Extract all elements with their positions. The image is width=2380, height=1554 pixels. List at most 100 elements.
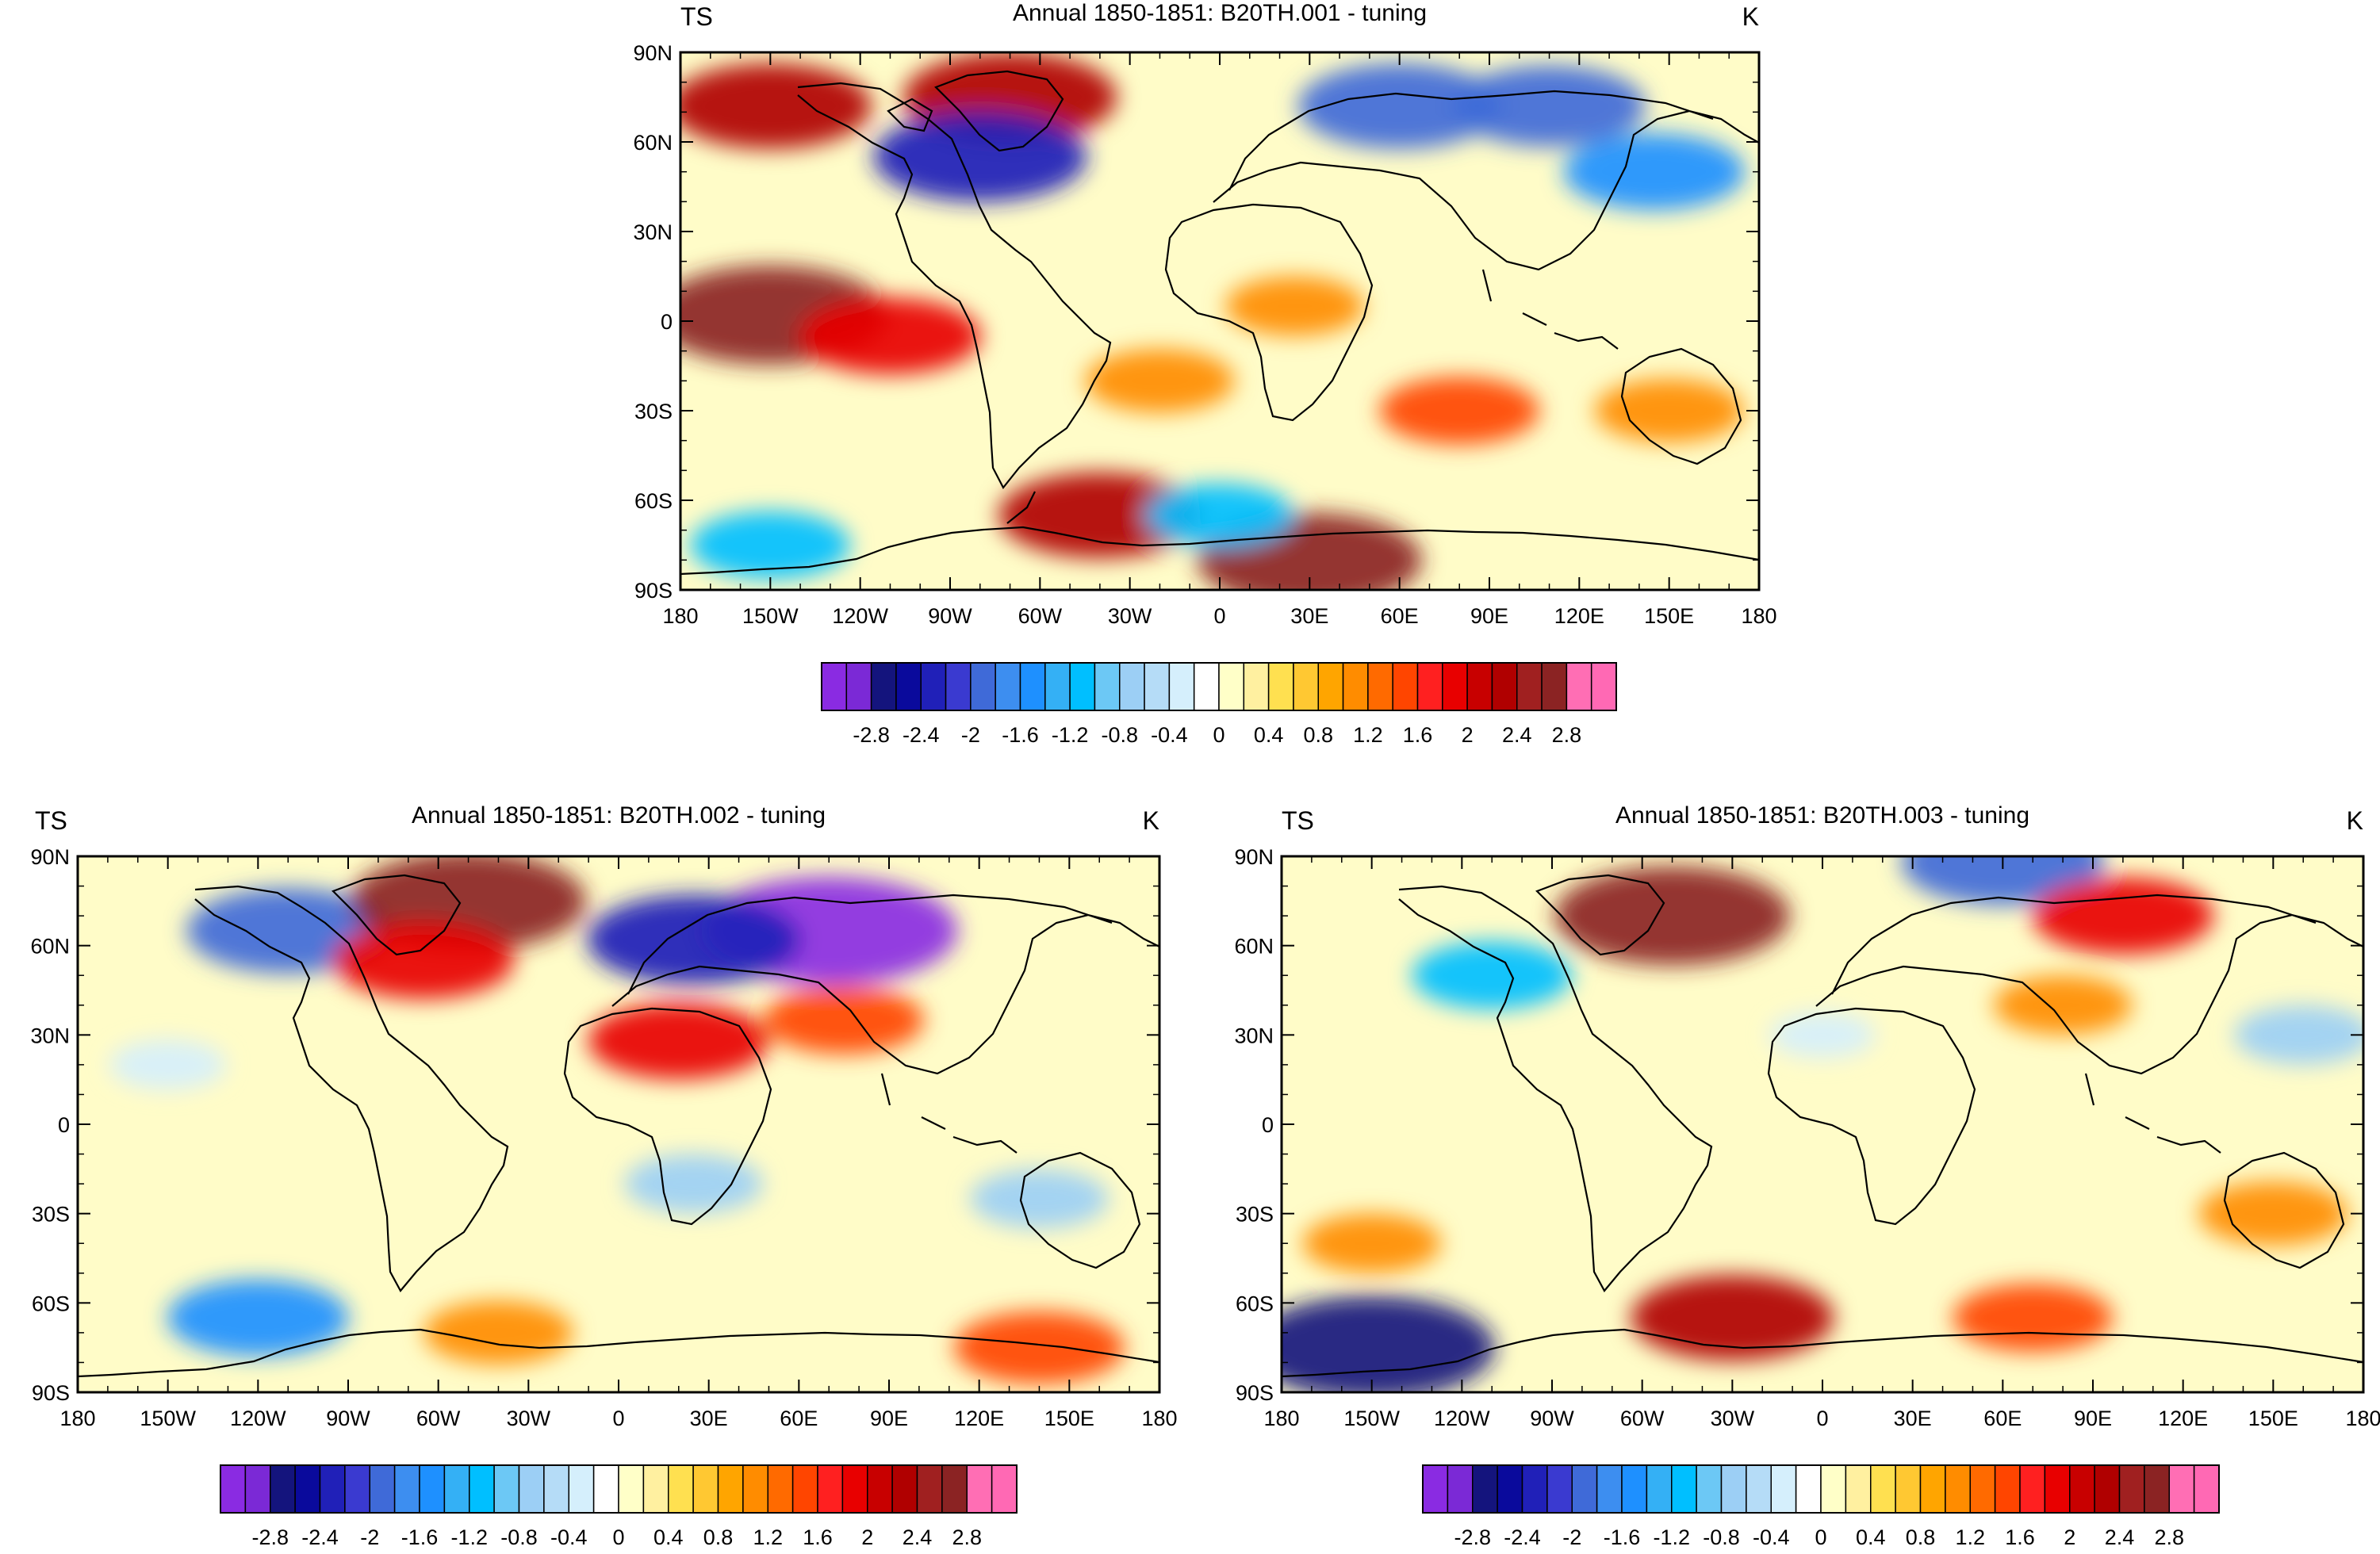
colorbar-label: 2.8 [2154, 1525, 2184, 1549]
colorbar-swatch [2094, 1464, 2121, 1514]
y-tick-label: 90S [32, 1381, 70, 1405]
anomaly-blob [109, 1039, 227, 1090]
units-label: K [1742, 2, 1759, 31]
colorbar-label: 2 [2064, 1525, 2075, 1549]
colorbar-swatch [294, 1464, 321, 1514]
y-tick-label: 60N [30, 935, 70, 959]
y-tick-label: 60N [1234, 935, 1274, 959]
variable-label: TS [35, 806, 67, 835]
coastlines [1282, 874, 2363, 1378]
colorbar-frame [220, 1464, 1018, 1514]
colorbar-label: 1.6 [2005, 1525, 2035, 1549]
colorbar-swatch [1994, 1464, 2021, 1514]
x-tick-label: 90E [1470, 604, 1508, 628]
anomaly-blob [1453, 65, 1646, 147]
y-tick-label: 60N [633, 131, 673, 155]
colorbar-swatch [692, 1464, 719, 1514]
colorbar-label: 1.6 [1403, 723, 1433, 747]
y-tick-label: 30S [32, 1203, 70, 1227]
colorbar-swatch [2118, 1464, 2145, 1514]
y-tick-label: 60S [634, 489, 673, 513]
x-tick-label: 180 [59, 1407, 95, 1430]
anomaly-blob [624, 1154, 763, 1214]
colorbar-swatch [543, 1464, 569, 1514]
anomaly-blob [586, 894, 801, 985]
x-tick-label: 0 [612, 1407, 624, 1430]
anomaly-blob [1993, 975, 2133, 1035]
colorbar-swatch [1820, 1464, 1847, 1514]
colorbar-label: 0 [1815, 1525, 1826, 1549]
anomaly-blob [872, 112, 1087, 202]
x-tick-label: 120E [954, 1407, 1004, 1430]
x-tick-label: 120E [1554, 604, 1604, 628]
colorbar-swatch [1367, 662, 1393, 711]
colorbar-label: 0.4 [653, 1525, 684, 1549]
x-tick-label: 180 [1263, 1407, 1299, 1430]
colorbar-swatch [1119, 662, 1145, 711]
colorbar-label: -2 [1562, 1525, 1581, 1549]
anomaly-blob [1563, 133, 1746, 211]
chart-title: Annual 1850-1851: B20TH.003 - tuning [1615, 802, 2029, 829]
colorbar-frame [1422, 1464, 2220, 1514]
colorbar-label: -0.4 [1151, 723, 1188, 747]
colorbar-swatch [2168, 1464, 2195, 1514]
y-tick-label: 30N [1234, 1024, 1274, 1047]
chart-title: Annual 1850-1851: B20TH.001 - tuning [1013, 0, 1427, 26]
colorbar-swatch [1521, 1464, 1548, 1514]
colorbar-swatch [2069, 1464, 2095, 1514]
colorbar-label: 2.4 [2105, 1525, 2135, 1549]
colorbar-swatch [920, 662, 947, 711]
colorbar-swatch [895, 662, 922, 711]
x-tick-label: 0 [1816, 1407, 1828, 1430]
colorbar-swatch [1845, 1464, 1872, 1514]
colorbar-label: -2.8 [853, 723, 890, 747]
anomaly-blob [1297, 63, 1501, 149]
colorbar-swatch [220, 1464, 247, 1514]
colorbar-label: 2 [1462, 723, 1474, 747]
colorbar-label: -1.6 [1002, 723, 1039, 747]
x-tick-label: 30E [1290, 604, 1328, 628]
colorbar-swatch [419, 1464, 446, 1514]
x-tick-label: 180 [662, 604, 698, 628]
colorbar-swatch [1472, 1464, 1498, 1514]
colorbar-swatch [1497, 1464, 1523, 1514]
colorbar-label: 0.8 [1906, 1525, 1936, 1549]
colorbar-swatch [1243, 662, 1270, 711]
colorbar-label: -0.4 [1753, 1525, 1790, 1549]
anomaly-blob [1412, 941, 1573, 1010]
y-tick-label: 0 [661, 310, 673, 334]
colorbar-swatch [1144, 662, 1171, 711]
colorbar-swatch [941, 1464, 968, 1514]
colorbar: -2.8 -2.4 -2 -1.6 -1.2 -0.8 -0.4 0 0.4 0.8 1.2 1.6 2… [1422, 1464, 2220, 1549]
colorbar-label: 2.8 [1552, 723, 1582, 747]
y-tick-label: 30N [30, 1024, 70, 1047]
x-tick-label: 150E [1644, 604, 1694, 628]
x-tick-label: 60W [416, 1407, 461, 1430]
chart-title: Annual 1850-1851: B20TH.002 - tuning [412, 802, 826, 829]
anomaly-blob [1282, 1296, 1495, 1392]
x-tick-label: 180 [1141, 1407, 1177, 1430]
y-tick-label: 0 [58, 1113, 70, 1137]
colorbar-swatch [1596, 1464, 1623, 1514]
anomaly-blob [1302, 1214, 1441, 1273]
anomaly-blob [423, 1300, 573, 1365]
x-tick-label: 30W [1711, 1407, 1755, 1430]
colorbar-swatch [369, 1464, 396, 1514]
colorbar-swatch [867, 1464, 893, 1514]
variable-label: TS [1282, 806, 1314, 835]
colorbar-swatch [991, 1464, 1018, 1514]
x-tick-label: 60W [1018, 604, 1063, 628]
anomaly-blob [1631, 1275, 1834, 1361]
colorbar-swatch [1447, 1464, 1474, 1514]
colorbar-swatch [845, 662, 872, 711]
x-tick-label: 30E [1894, 1407, 1932, 1430]
colorbar-swatch [270, 1464, 296, 1514]
anomaly-blob [1225, 276, 1364, 336]
colorbar-label: 0 [612, 1525, 624, 1549]
colorbar-swatch [319, 1464, 346, 1514]
x-tick-label: 180 [2345, 1407, 2380, 1430]
colorbar-swatch [1491, 662, 1518, 711]
colorbar-label: -2.4 [903, 723, 940, 747]
x-tick-label: 120E [2158, 1407, 2208, 1430]
colorbar-swatch [1168, 662, 1195, 711]
